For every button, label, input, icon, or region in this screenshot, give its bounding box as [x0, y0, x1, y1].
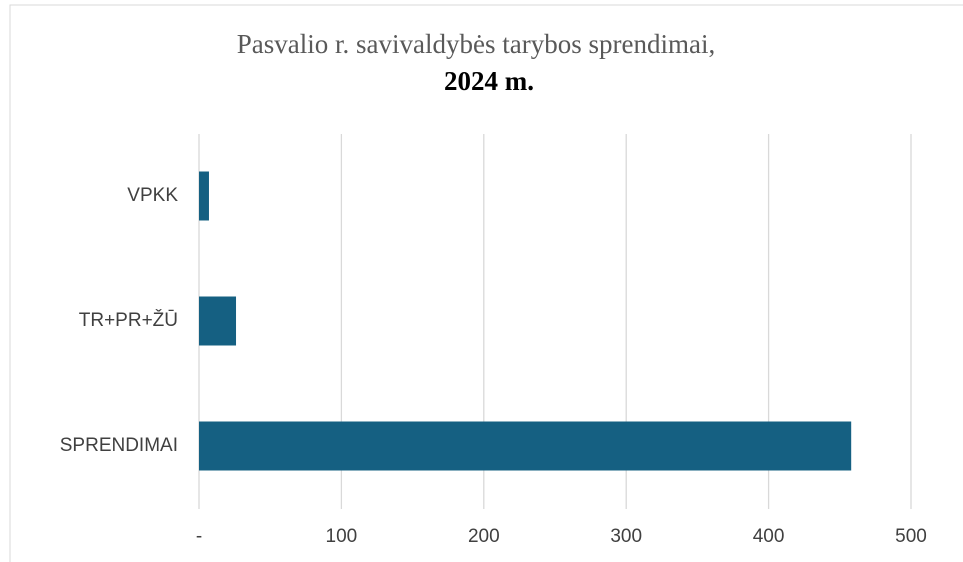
- y-tick-label: VPKK: [127, 185, 178, 206]
- x-tick-label: 400: [753, 526, 785, 547]
- bar: [199, 296, 237, 346]
- bar: [199, 421, 852, 471]
- x-tick-label: -: [196, 526, 202, 547]
- x-tick-label: 200: [468, 526, 500, 547]
- chart-title: Pasvalio r. savivaldybės tarybos sprendi…: [237, 29, 715, 59]
- y-tick-label: TR+PR+ŽŪ: [79, 309, 178, 331]
- x-tick-label: 300: [610, 526, 642, 547]
- chart-frame: [9, 4, 963, 562]
- y-tick-label: SPRENDIMAI: [60, 435, 178, 456]
- chart-subtitle: 2024 m.: [444, 66, 534, 96]
- x-tick-label: 100: [326, 526, 358, 547]
- bar: [199, 171, 209, 221]
- x-tick-label: 500: [895, 526, 927, 547]
